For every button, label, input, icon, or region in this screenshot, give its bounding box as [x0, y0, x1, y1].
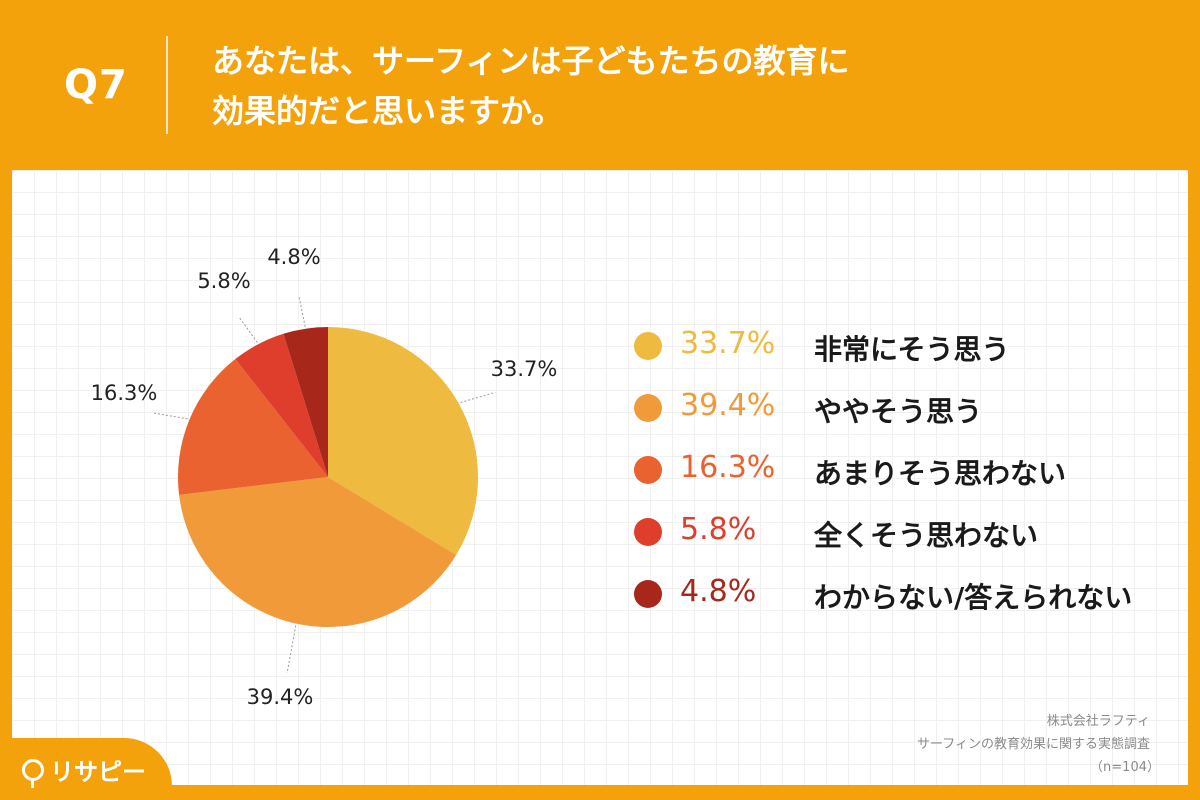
data-label: 39.4%: [247, 685, 314, 709]
chart-panel: 33.7% 39.4% 16.3% 5.8% 4.8% 33.7% 非常にそう思う 39…: [12, 170, 1188, 785]
pie-slice: [179, 477, 457, 627]
legend-percent: 39.4%: [680, 388, 776, 423]
pie-slice: [178, 359, 328, 495]
logo-text: リサピー: [50, 758, 146, 786]
pie-chart: 33.7% 39.4% 16.3% 5.8% 4.8%: [91, 245, 558, 709]
pie-slice: [235, 333, 328, 477]
header-divider: [166, 36, 168, 134]
question-text: あなたは、サーフィンは子どもたちの教育に 効果的だと思いますか。: [212, 36, 1112, 136]
pie-slice: [328, 327, 478, 555]
legend-item: 16.3% あまりそう思わない: [624, 442, 1184, 504]
question-line-2: 効果的だと思いますか。: [212, 92, 564, 130]
leader-line: [460, 391, 496, 404]
legend-percent: 16.3%: [680, 450, 776, 485]
legend-label: わからない/答えられない: [814, 581, 1133, 614]
credit-company: 株式会社ラフティ: [1046, 714, 1150, 729]
leader-line: [152, 412, 188, 420]
data-label: 16.3%: [91, 381, 158, 405]
legend-swatch: [634, 394, 662, 422]
legend-swatch: [634, 580, 662, 608]
header: Q7 あなたは、サーフィンは子どもたちの教育に 効果的だと思いますか。: [0, 0, 1200, 168]
question-number: Q7: [64, 62, 128, 108]
pie-slice: [283, 327, 328, 477]
legend-swatch: [634, 332, 662, 360]
legend-item: 5.8% 全くそう思わない: [624, 504, 1184, 566]
legend-item: 39.4% ややそう思う: [624, 380, 1184, 442]
leader-line: [286, 625, 297, 674]
legend-percent: 33.7%: [680, 326, 776, 361]
data-label: 33.7%: [491, 357, 558, 381]
legend: 33.7% 非常にそう思う 39.4% ややそう思う 16.3% あまりそう思わ…: [624, 318, 1184, 628]
legend-item: 4.8% わからない/答えられない: [624, 566, 1184, 628]
data-label: 5.8%: [197, 269, 250, 293]
legend-percent: 5.8%: [680, 512, 757, 547]
legend-label: 全くそう思わない: [814, 519, 1039, 552]
logo-pin-icon: [22, 758, 44, 788]
logo: リサピー: [22, 752, 146, 788]
credit-sample: （n=104）: [1090, 760, 1160, 775]
leader-line: [238, 316, 258, 343]
data-label: 4.8%: [267, 245, 320, 269]
credit-survey: サーフィンの教育効果に関する実態調査: [917, 737, 1150, 752]
legend-label: あまりそう思わない: [814, 457, 1067, 490]
question-line-1: あなたは、サーフィンは子どもたちの教育に: [212, 42, 850, 80]
leader-line: [298, 296, 306, 327]
legend-item: 33.7% 非常にそう思う: [624, 318, 1184, 380]
legend-label: ややそう思う: [814, 395, 983, 428]
legend-swatch: [634, 456, 662, 484]
legend-swatch: [634, 518, 662, 546]
legend-percent: 4.8%: [680, 574, 757, 609]
legend-label: 非常にそう思う: [814, 333, 1010, 366]
